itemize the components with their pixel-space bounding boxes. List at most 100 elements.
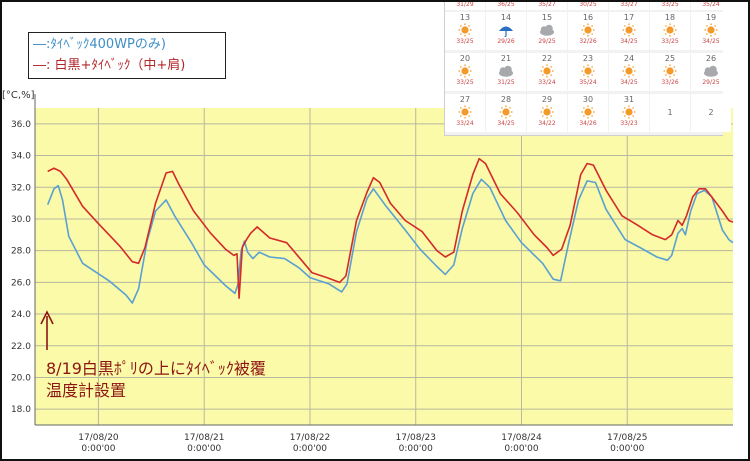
calendar-day-temp: 34/25 <box>702 38 720 45</box>
weather-calendar: 31/29 36/25 35/27 30/25 33/27 33/25 35/24 13 33/… <box>444 0 731 136</box>
x-tick-time: 0:00'00 <box>504 444 538 454</box>
annotation-line-2: 温度計設置 <box>46 381 127 400</box>
legend-series-2-label: ―: 白黒+ﾀｲﾍﾞｯｸ（中+肩) <box>33 58 186 73</box>
calendar-day-cell: 1 <box>650 94 690 132</box>
sun-icon <box>581 64 595 78</box>
calendar-day-number: 18 <box>664 13 676 22</box>
annotation-line-1: 8/19白黒ﾎﾟﾘの上にﾀｲﾍﾞｯｸ被覆 <box>46 359 266 378</box>
calendar-day-temp: 36/25 <box>497 1 515 8</box>
calendar-day-temp: 31/29 <box>456 1 474 8</box>
installation-annotation: 8/19白黒ﾎﾟﾘの上にﾀｲﾍﾞｯｸ被覆 温度計設置 <box>46 358 266 402</box>
sun-icon <box>540 105 554 119</box>
calendar-day-cell: 14 29/26 <box>486 12 526 50</box>
calendar-day-number: 21 <box>500 54 512 63</box>
sun-icon <box>622 105 636 119</box>
series-line-2 <box>47 157 734 299</box>
calendar-day-number: 31 <box>623 95 635 104</box>
calendar-day-number: 28 <box>500 95 512 104</box>
calendar-day-temp: 33/23 <box>620 120 638 127</box>
calendar-day-temp: 33/24 <box>456 120 474 127</box>
calendar-day-temp: 33/26 <box>661 79 679 86</box>
calendar-day-cell: 31 33/23 <box>609 94 649 132</box>
calendar-day-cell-partial: 36/25 <box>486 0 526 10</box>
calendar-day-number: 25 <box>664 54 676 63</box>
calendar-day-cell-partial: 33/27 <box>609 0 649 10</box>
calendar-day-temp: 34/25 <box>620 79 638 86</box>
calendar-day-cell-partial: 35/24 <box>691 0 731 10</box>
calendar-day-temp: 33/24 <box>538 79 556 86</box>
chart-legend: ―:ﾀｲﾍﾞｯｸ400WPのみ) ―: 白黒+ﾀｲﾍﾞｯｸ（中+肩) <box>28 32 226 79</box>
calendar-day-number: 16 <box>582 13 594 22</box>
calendar-day-number: 20 <box>459 54 471 63</box>
sun-icon <box>663 64 677 78</box>
calendar-day-cell: 18 33/25 <box>650 12 690 50</box>
calendar-day-cell-partial: 30/25 <box>568 0 608 10</box>
calendar-day-cell: 20 33/25 <box>445 53 485 91</box>
series-line-1 <box>46 178 734 304</box>
sun-icon <box>540 64 554 78</box>
umbrella-icon <box>499 26 513 37</box>
calendar-day-temp: 29/25 <box>538 38 556 45</box>
calendar-day-cell: 30 34/26 <box>568 94 608 132</box>
calendar-day-number: 30 <box>582 95 594 104</box>
annotation-arrow-head <box>40 310 54 325</box>
y-tick-label: 34.0 <box>11 152 31 162</box>
x-tick-date: 17/08/23 <box>396 433 436 443</box>
calendar-day-temp: 30/25 <box>579 1 597 8</box>
x-tick-time: 0:00'00 <box>187 444 221 454</box>
calendar-day-cell: 24 34/25 <box>609 53 649 91</box>
calendar-day-number: 27 <box>459 95 471 104</box>
calendar-day-temp: 33/25 <box>456 79 474 86</box>
calendar-day-number: 24 <box>623 54 635 63</box>
calendar-day-cell: 26 29/25 <box>691 53 731 91</box>
x-tick-time: 0:00'00 <box>399 444 433 454</box>
calendar-day-cell: 16 32/26 <box>568 12 608 50</box>
y-tick-label: 26.0 <box>11 278 31 288</box>
plot-area <box>35 108 733 425</box>
calendar-day-number: 13 <box>459 13 471 22</box>
calendar-day-temp: 32/26 <box>579 38 597 45</box>
calendar-day-temp: 33/25 <box>661 1 679 8</box>
calendar-day-cell: 27 33/24 <box>445 94 485 132</box>
y-axis-unit-label: [°C,%] <box>2 90 35 101</box>
y-tick-label: 36.0 <box>11 120 31 130</box>
calendar-day-number: 29 <box>541 95 553 104</box>
calendar-day-number: 22 <box>541 54 553 63</box>
x-tick-time: 0:00'00 <box>610 444 644 454</box>
calendar-day-temp: 29/26 <box>497 38 515 45</box>
calendar-day-cell-partial: 33/25 <box>650 0 690 10</box>
sun-icon <box>499 105 513 119</box>
y-tick-label: 20.0 <box>11 373 31 383</box>
sun-icon <box>458 105 472 119</box>
calendar-day-temp: 31/25 <box>497 79 515 86</box>
calendar-day-cell: 13 33/25 <box>445 12 485 50</box>
sun-icon <box>458 64 472 78</box>
sun-icon <box>704 23 718 37</box>
calendar-day-number: 17 <box>623 13 635 22</box>
calendar-day-cell: 19 34/25 <box>691 12 731 50</box>
calendar-day-number: 23 <box>582 54 594 63</box>
y-tick-label: 32.0 <box>11 183 31 193</box>
calendar-day-cell: 2 <box>691 94 731 132</box>
calendar-day-cell: 22 33/24 <box>527 53 567 91</box>
sun-icon <box>581 105 595 119</box>
x-tick-date: 17/08/24 <box>501 433 542 443</box>
calendar-day-temp: 35/27 <box>538 1 556 8</box>
y-tick-label: 24.0 <box>11 310 31 320</box>
y-tick-label: 22.0 <box>11 342 31 352</box>
calendar-day-temp: 29/25 <box>702 79 720 86</box>
calendar-day-number: 15 <box>541 13 553 22</box>
cloud-icon <box>499 65 513 77</box>
calendar-day-number: 1 <box>667 108 673 117</box>
calendar-day-temp: 34/25 <box>620 38 638 45</box>
calendar-day-cell: 29 34/22 <box>527 94 567 132</box>
y-tick-label: 18.0 <box>11 405 31 415</box>
cloud-icon <box>540 24 554 36</box>
sun-icon <box>458 23 472 37</box>
calendar-day-temp: 34/26 <box>579 120 597 127</box>
x-tick-date: 17/08/25 <box>607 433 647 443</box>
calendar-day-cell: 17 34/25 <box>609 12 649 50</box>
calendar-day-cell: 23 35/24 <box>568 53 608 91</box>
calendar-day-number: 19 <box>705 13 717 22</box>
